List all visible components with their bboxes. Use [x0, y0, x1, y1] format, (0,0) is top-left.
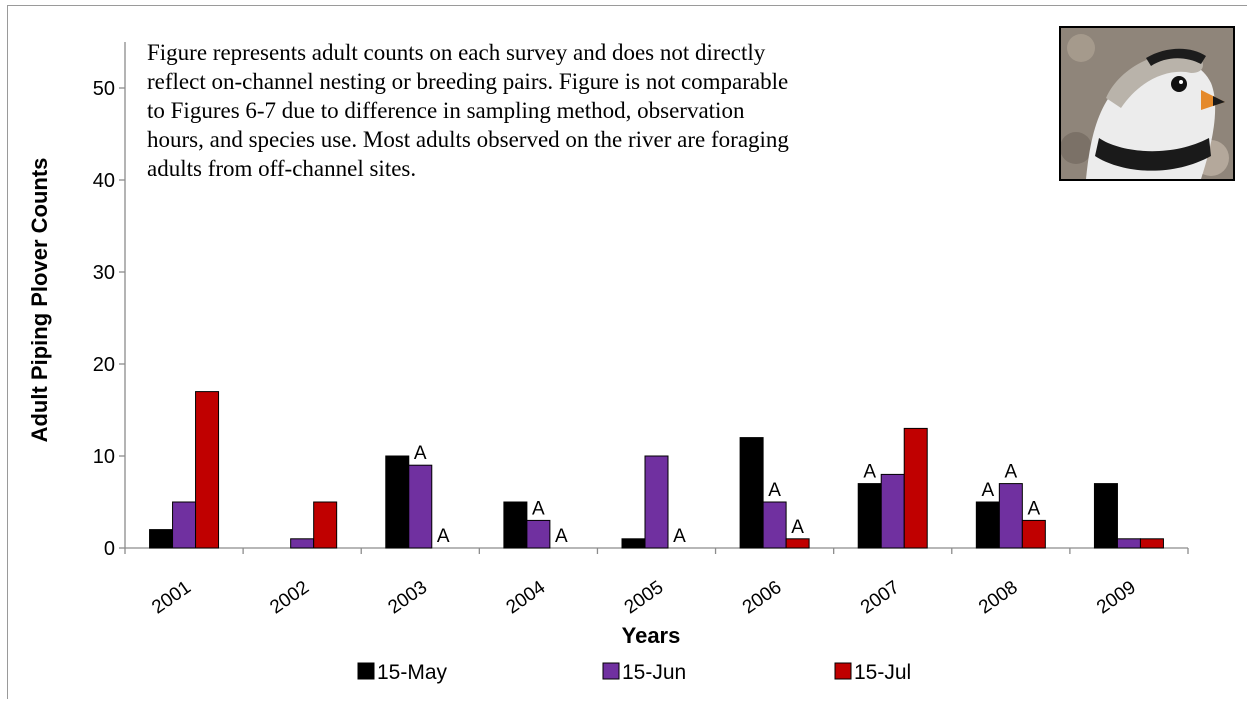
y-tick-label: 50 [93, 78, 115, 100]
piping-plover-photo [1059, 26, 1235, 181]
bars [149, 391, 1164, 549]
bar-15-May-2003 [385, 455, 410, 549]
bar-15-May-2009 [1093, 483, 1118, 549]
bar-15-Jun-2006 [762, 501, 787, 549]
chart-note: Figure represents adult counts on each s… [147, 40, 789, 181]
bar-15-Jun-2009 [1116, 538, 1141, 549]
x-tick-label: 2006 [739, 577, 786, 618]
bar-15-Jul-2009 [1139, 538, 1164, 549]
legend-label: 15-Jun [622, 661, 686, 684]
annotation-label: A [791, 517, 804, 538]
bar-15-Jun-2004 [526, 519, 551, 549]
x-tick-label: 2005 [621, 577, 668, 618]
bar-15-May-2007 [857, 483, 882, 549]
annotation-label: A [981, 480, 994, 501]
bar-15-Jun-2001 [172, 501, 197, 549]
annotation-label: A [437, 526, 450, 547]
legend-swatch-15-Jun [602, 662, 620, 680]
annotation-label: A [673, 526, 686, 547]
annotation-label: A [863, 462, 876, 483]
legend-label: 15-Jul [854, 661, 911, 684]
bar-15-May-2008 [975, 501, 1000, 549]
x-tick-label: 2008 [975, 577, 1022, 618]
legend: 15-May 15-Jun 15-Jul [357, 661, 911, 684]
bar-15-Jul-2006 [785, 538, 810, 549]
bar-15-Jul-2002 [313, 501, 338, 549]
y-tick-label: 30 [93, 262, 115, 284]
bar-15-Jul-2007 [903, 427, 928, 549]
legend-swatch-15-Jul [834, 662, 852, 680]
bar-15-Jul-2008 [1021, 519, 1046, 549]
bar-15-Jun-2007 [880, 473, 905, 549]
y-tick-label: 0 [104, 538, 115, 560]
bar-15-Jun-2002 [290, 538, 315, 549]
annotation-label: A [768, 480, 781, 501]
bar-15-Jun-2008 [998, 483, 1023, 549]
bar-15-Jul-2001 [195, 391, 220, 549]
x-tick-label: 2004 [503, 577, 550, 619]
bar-15-Jun-2003 [408, 464, 433, 549]
x-tick-label: 2009 [1093, 577, 1140, 618]
legend-swatch-15-May [357, 662, 375, 680]
chart-frame [7, 5, 1247, 699]
bar-15-Jun-2005 [644, 455, 669, 549]
bar-15-May-2001 [149, 529, 174, 549]
bar-15-May-2004 [503, 501, 528, 549]
bar-15-May-2005 [621, 538, 646, 549]
x-tick-label: 2007 [857, 577, 904, 618]
legend-label: 15-May [377, 661, 448, 684]
y-axis-title: Adult Piping Plover Counts [27, 158, 52, 443]
bar-15-May-2006 [739, 437, 764, 549]
annotation-label: A [555, 526, 568, 547]
annotation-label: A [1004, 462, 1017, 483]
annotation-label: A [414, 443, 427, 464]
x-tick-label: 2003 [384, 577, 431, 618]
x-tick-label: 2001 [148, 577, 195, 618]
y-tick-label: 20 [93, 354, 115, 376]
annotation-label: A [1027, 498, 1040, 519]
x-axis-title: Years [622, 623, 681, 648]
y-tick-label: 10 [93, 446, 115, 468]
annotation-label: A [532, 498, 545, 519]
x-tick-label: 2002 [266, 577, 313, 618]
y-tick-label: 40 [93, 170, 115, 192]
